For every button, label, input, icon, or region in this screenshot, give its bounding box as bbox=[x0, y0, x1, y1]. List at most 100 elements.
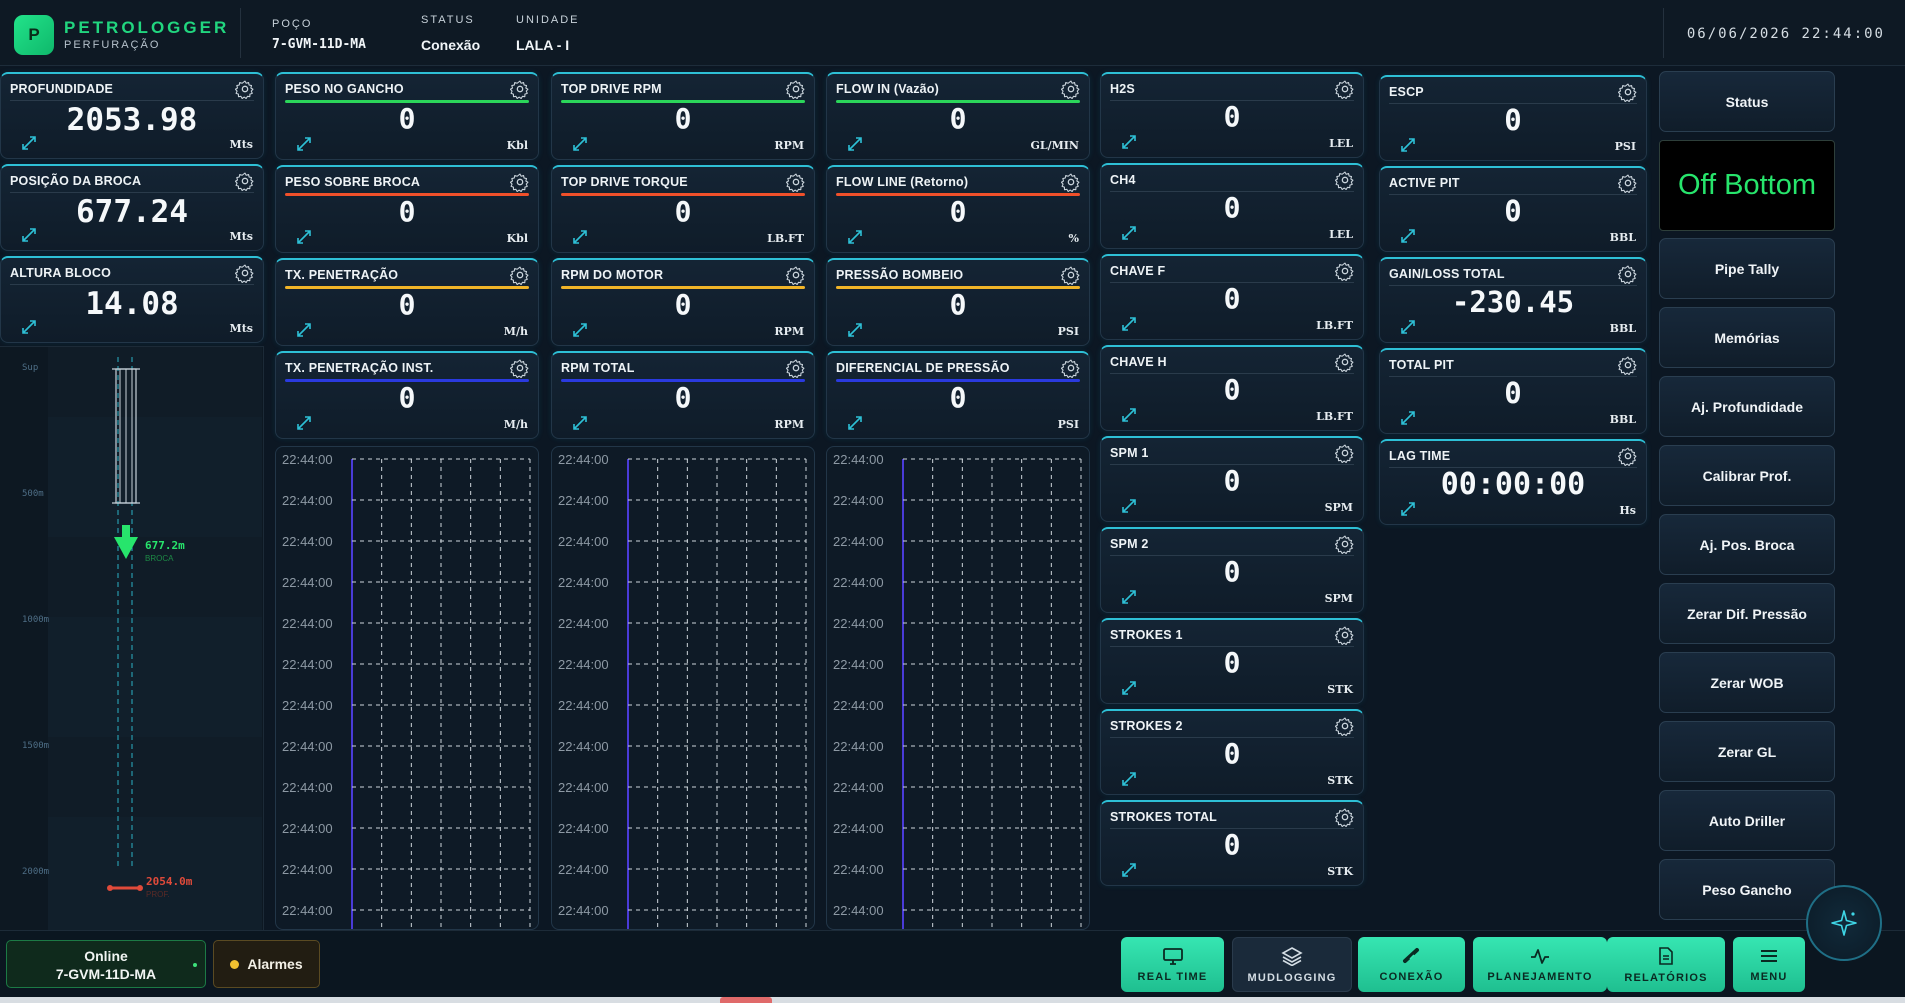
action-button[interactable]: Zerar GL bbox=[1659, 721, 1835, 782]
status-button[interactable]: Status bbox=[1659, 71, 1835, 132]
gear-icon[interactable] bbox=[1334, 716, 1355, 737]
action-button[interactable]: Memórias bbox=[1659, 307, 1835, 368]
sensor-card[interactable]: SPM 2 0 SPM bbox=[1100, 527, 1364, 613]
gear-icon[interactable] bbox=[1060, 265, 1081, 286]
sensor-card[interactable]: STROKES TOTAL 0 STK bbox=[1100, 800, 1364, 886]
gear-icon[interactable] bbox=[1334, 443, 1355, 464]
param-card[interactable]: TOP DRIVE RPM 0 RPM bbox=[551, 72, 815, 160]
param-card[interactable]: TOP DRIVE TORQUE 0 LB.FT bbox=[551, 165, 815, 253]
gear-icon[interactable] bbox=[785, 172, 806, 193]
expand-icon[interactable] bbox=[1400, 410, 1416, 426]
expand-icon[interactable] bbox=[1121, 498, 1137, 514]
gear-icon[interactable] bbox=[1334, 79, 1355, 100]
gear-icon[interactable] bbox=[234, 171, 255, 192]
expand-icon[interactable] bbox=[21, 319, 37, 335]
action-button[interactable]: Aj. Profundidade bbox=[1659, 376, 1835, 437]
gear-icon[interactable] bbox=[785, 79, 806, 100]
expand-icon[interactable] bbox=[1400, 319, 1416, 335]
nav-button[interactable]: REAL TIME bbox=[1121, 937, 1224, 992]
expand-icon[interactable] bbox=[296, 136, 312, 152]
action-button[interactable]: Calibrar Prof. bbox=[1659, 445, 1835, 506]
param-card[interactable]: PRESSÃO BOMBEIO 0 PSI bbox=[826, 258, 1090, 346]
pit-card[interactable]: ACTIVE PIT 0 BBL bbox=[1379, 166, 1647, 252]
param-card[interactable]: FLOW IN (Vazão) 0 GL/MIN bbox=[826, 72, 1090, 160]
gear-icon[interactable] bbox=[234, 79, 255, 100]
expand-icon[interactable] bbox=[21, 227, 37, 243]
sensor-card[interactable]: H2S 0 LEL bbox=[1100, 72, 1364, 158]
sensor-card[interactable]: STROKES 2 0 STK bbox=[1100, 709, 1364, 795]
nav-button[interactable]: MENU bbox=[1733, 937, 1805, 992]
expand-icon[interactable] bbox=[1400, 501, 1416, 517]
expand-icon[interactable] bbox=[847, 229, 863, 245]
gear-icon[interactable] bbox=[1334, 352, 1355, 373]
gear-icon[interactable] bbox=[1334, 261, 1355, 282]
expand-icon[interactable] bbox=[847, 415, 863, 431]
gear-icon[interactable] bbox=[1617, 355, 1638, 376]
expand-icon[interactable] bbox=[21, 135, 37, 151]
expand-icon[interactable] bbox=[572, 322, 588, 338]
expand-icon[interactable] bbox=[296, 415, 312, 431]
gear-icon[interactable] bbox=[1060, 172, 1081, 193]
alarms-button[interactable]: Alarmes bbox=[213, 940, 320, 988]
expand-icon[interactable] bbox=[572, 229, 588, 245]
trend-chart[interactable]: 22:44:00 22:44:00 22:44:00 22:44:00 22:44:00… bbox=[551, 446, 815, 930]
gear-icon[interactable] bbox=[1060, 358, 1081, 379]
sensor-card[interactable]: CHAVE H 0 LB.FT bbox=[1100, 345, 1364, 431]
param-card[interactable]: TX. PENETRAÇÃO INST. 0 M/h bbox=[275, 351, 539, 439]
param-card[interactable]: FLOW LINE (Retorno) 0% bbox=[826, 165, 1090, 253]
nav-button[interactable]: CONEXÃO bbox=[1358, 937, 1465, 992]
action-button[interactable]: Zerar WOB bbox=[1659, 652, 1835, 713]
expand-icon[interactable] bbox=[1121, 862, 1137, 878]
assistant-fab[interactable] bbox=[1806, 885, 1882, 961]
gear-icon[interactable] bbox=[1617, 173, 1638, 194]
pit-card[interactable]: ESCP 0 PSI bbox=[1379, 75, 1647, 161]
expand-icon[interactable] bbox=[1121, 316, 1137, 332]
action-button[interactable]: Pipe Tally bbox=[1659, 238, 1835, 299]
param-card[interactable]: TX. PENETRAÇÃO 0 M/h bbox=[275, 258, 539, 346]
gear-icon[interactable] bbox=[1334, 170, 1355, 191]
sensor-card[interactable]: CH4 0 LEL bbox=[1100, 163, 1364, 249]
expand-icon[interactable] bbox=[296, 322, 312, 338]
expand-icon[interactable] bbox=[1121, 407, 1137, 423]
gear-icon[interactable] bbox=[1617, 264, 1638, 285]
expand-icon[interactable] bbox=[572, 136, 588, 152]
nav-button[interactable]: RELATÓRIOS bbox=[1607, 937, 1725, 992]
action-button[interactable]: Zerar Dif. Pressão bbox=[1659, 583, 1835, 644]
gear-icon[interactable] bbox=[509, 172, 530, 193]
gear-icon[interactable] bbox=[509, 358, 530, 379]
pit-card[interactable]: GAIN/LOSS TOTAL -230.45 BBL bbox=[1379, 257, 1647, 343]
param-card[interactable]: PESO SOBRE BROCA 0 Kbl bbox=[275, 165, 539, 253]
gear-icon[interactable] bbox=[1334, 534, 1355, 555]
sensor-card[interactable]: CHAVE F 0 LB.FT bbox=[1100, 254, 1364, 340]
expand-icon[interactable] bbox=[1400, 137, 1416, 153]
expand-icon[interactable] bbox=[572, 415, 588, 431]
expand-icon[interactable] bbox=[1121, 771, 1137, 787]
param-card[interactable]: RPM DO MOTOR 0 RPM bbox=[551, 258, 815, 346]
expand-icon[interactable] bbox=[296, 229, 312, 245]
action-button[interactable]: Aj. Pos. Broca bbox=[1659, 514, 1835, 575]
gear-icon[interactable] bbox=[1617, 446, 1638, 467]
gear-icon[interactable] bbox=[1334, 807, 1355, 828]
param-card[interactable]: RPM TOTAL 0 RPM bbox=[551, 351, 815, 439]
expand-icon[interactable] bbox=[847, 322, 863, 338]
gear-icon[interactable] bbox=[509, 79, 530, 100]
expand-icon[interactable] bbox=[1121, 589, 1137, 605]
gear-icon[interactable] bbox=[509, 265, 530, 286]
trend-chart[interactable]: 22:44:00 22:44:00 22:44:00 22:44:00 22:44:00… bbox=[275, 446, 539, 930]
pit-card[interactable]: LAG TIME 00:00:00 Hs bbox=[1379, 439, 1647, 525]
expand-icon[interactable] bbox=[1121, 134, 1137, 150]
gear-icon[interactable] bbox=[1617, 82, 1638, 103]
sensor-card[interactable]: STROKES 1 0 STK bbox=[1100, 618, 1364, 704]
expand-icon[interactable] bbox=[847, 136, 863, 152]
depth-card[interactable]: ALTURA BLOCO 14.08 Mts bbox=[0, 256, 264, 343]
depth-card[interactable]: PROFUNDIDADE 2053.98 Mts bbox=[0, 72, 264, 159]
pit-card[interactable]: TOTAL PIT 0 BBL bbox=[1379, 348, 1647, 434]
nav-button[interactable]: MUDLOGGING bbox=[1232, 937, 1352, 992]
expand-icon[interactable] bbox=[1121, 225, 1137, 241]
gear-icon[interactable] bbox=[1334, 625, 1355, 646]
sensor-card[interactable]: SPM 1 0 SPM bbox=[1100, 436, 1364, 522]
expand-icon[interactable] bbox=[1121, 680, 1137, 696]
gear-icon[interactable] bbox=[1060, 79, 1081, 100]
gear-icon[interactable] bbox=[785, 265, 806, 286]
param-card[interactable]: PESO NO GANCHO 0 Kbl bbox=[275, 72, 539, 160]
